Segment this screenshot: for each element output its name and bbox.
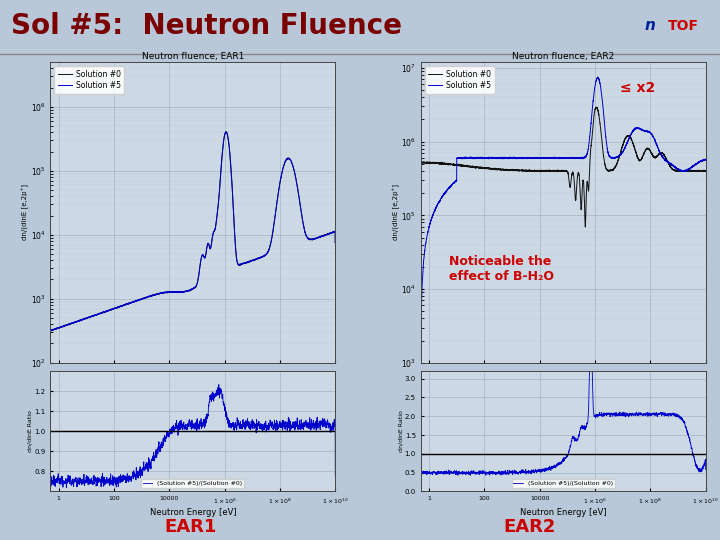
Text: TOF: TOF — [667, 18, 698, 32]
Text: EAR1: EAR1 — [165, 518, 217, 536]
Solution #5 — [678, 168, 687, 174]
Solution #0 — [46, 339, 55, 345]
Legend: Solution #0, Solution #5: Solution #0, Solution #5 — [54, 66, 125, 94]
Text: Sol #5:  Neutron Fluence: Sol #5: Neutron Fluence — [11, 11, 402, 39]
Solution #0 — [308, 237, 317, 243]
Line: Solution #5: Solution #5 — [420, 77, 706, 363]
Text: n: n — [644, 18, 655, 33]
Solution #5 — [701, 156, 710, 163]
Text: Noticeable the
effect of B-H₂O: Noticeable the effect of B-H₂O — [449, 254, 554, 282]
Solution #0 — [331, 239, 340, 246]
Text: EAR2: EAR2 — [503, 518, 555, 536]
Solution #0 — [536, 168, 545, 174]
Legend: Solution #0, Solution #5: Solution #0, Solution #5 — [425, 66, 495, 94]
Solution #5 — [624, 138, 632, 145]
Solution #0 — [323, 231, 331, 238]
Solution #5 — [168, 289, 176, 295]
X-axis label: Neutron Energy [eV]: Neutron Energy [eV] — [520, 508, 606, 517]
Line: Solution #0: Solution #0 — [50, 132, 336, 342]
Y-axis label: dn/dlnE Ratio: dn/dlnE Ratio — [28, 410, 33, 452]
Solution #0 — [678, 168, 687, 175]
Legend: (Solution #5)/(Solution #0): (Solution #5)/(Solution #0) — [141, 479, 245, 488]
Solution #0 — [222, 129, 230, 135]
Solution #5 — [253, 255, 262, 262]
Solution #5 — [308, 237, 317, 243]
Solution #5 — [693, 160, 701, 167]
Solution #5 — [536, 155, 545, 161]
Solution #5 — [323, 231, 331, 238]
Solution #5 — [166, 289, 174, 295]
Solution #0 — [416, 159, 425, 166]
Title: Neutron fluence, EAR2: Neutron fluence, EAR2 — [512, 52, 614, 62]
Line: Solution #5: Solution #5 — [50, 132, 336, 342]
Legend: (Solution #5)/(Solution #0): (Solution #5)/(Solution #0) — [511, 479, 615, 488]
Solution #0 — [592, 104, 600, 111]
X-axis label: Neutron Energy [eV]: Neutron Energy [eV] — [150, 508, 236, 517]
Solution #5 — [539, 155, 547, 161]
Solution #0 — [539, 168, 547, 174]
Solution #0 — [552, 168, 560, 174]
Text: ≤ x2: ≤ x2 — [620, 81, 655, 95]
Solution #5 — [331, 239, 340, 246]
Solution #0 — [168, 289, 176, 295]
Solution #0 — [181, 288, 190, 294]
Solution #0 — [693, 167, 701, 174]
Y-axis label: dn/(dlnE [e,2p⁺]: dn/(dlnE [e,2p⁺] — [22, 185, 30, 240]
Y-axis label: dn/(dlnE [e,2p⁺]: dn/(dlnE [e,2p⁺] — [392, 185, 400, 240]
Solution #5 — [416, 360, 425, 366]
Solution #0 — [581, 224, 590, 230]
Solution #5 — [593, 74, 602, 80]
Solution #5 — [46, 339, 55, 345]
Line: Solution #0: Solution #0 — [420, 107, 706, 227]
Solution #0 — [624, 133, 632, 139]
Solution #5 — [181, 288, 190, 295]
Solution #5 — [552, 154, 560, 161]
Y-axis label: dn/dlnE Ratio: dn/dlnE Ratio — [398, 410, 403, 452]
Solution #5 — [222, 129, 230, 135]
Solution #0 — [253, 255, 262, 262]
Solution #0 — [166, 288, 174, 295]
Solution #0 — [701, 168, 710, 174]
Title: Neutron fluence, EAR1: Neutron fluence, EAR1 — [142, 52, 244, 62]
